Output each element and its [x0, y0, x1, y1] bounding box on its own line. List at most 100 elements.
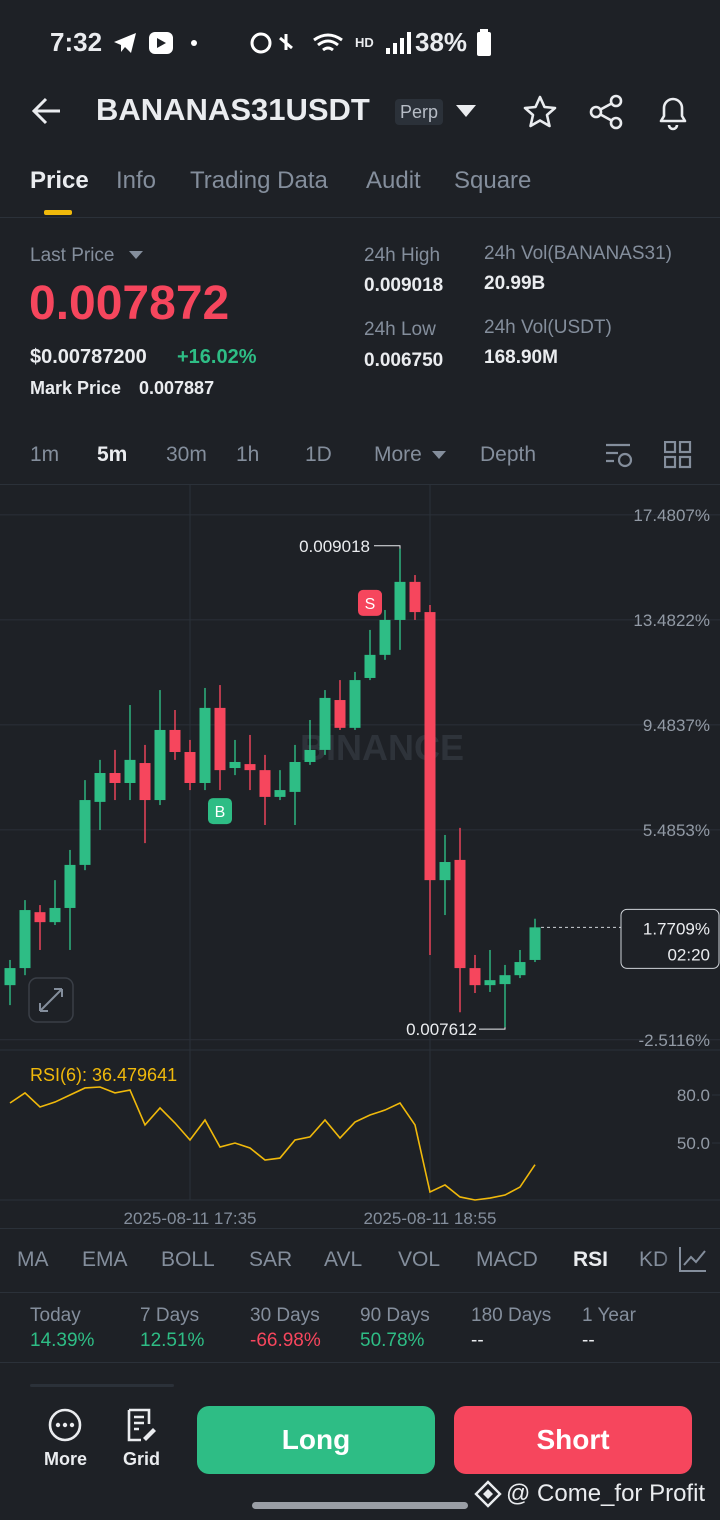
candle-body	[139, 763, 151, 801]
favorite-button[interactable]	[522, 94, 558, 130]
long-button[interactable]: Long	[197, 1406, 435, 1474]
candle-body	[529, 927, 541, 960]
performance-period: 1 Year	[582, 1305, 636, 1326]
interval[interactable]: 1D	[305, 443, 332, 466]
candle-body	[484, 980, 496, 986]
symbol-dropdown[interactable]	[455, 104, 477, 118]
status-battery: 38%	[415, 27, 468, 57]
candle-body	[424, 612, 436, 881]
indicator[interactable]: MA	[17, 1248, 49, 1271]
candle-body	[394, 581, 406, 620]
indicator[interactable]: EMA	[82, 1248, 128, 1271]
interval[interactable]: 1h	[236, 443, 260, 466]
last-price-label[interactable]: Last Price	[30, 245, 115, 266]
grid-label[interactable]: Grid	[123, 1449, 161, 1469]
candle-body	[154, 729, 166, 801]
candle-body	[169, 729, 181, 753]
performance-change: --	[471, 1330, 484, 1351]
performance-period: 90 Days	[360, 1305, 430, 1326]
candle-body	[244, 764, 256, 771]
short-button[interactable]: Short	[454, 1406, 692, 1474]
candle-body	[319, 697, 331, 750]
indicator[interactable]: BOLL	[161, 1248, 215, 1271]
candle-body	[229, 761, 241, 769]
y-tick-label: 80.0	[677, 1086, 710, 1105]
more-icon[interactable]	[48, 1408, 82, 1442]
mark-price-label: Mark Price	[30, 378, 122, 398]
alert-button[interactable]	[655, 93, 691, 131]
indicator[interactable]: MACD	[476, 1248, 538, 1271]
performance-change: -66.98%	[250, 1330, 321, 1351]
stat-label: 24h Vol(BANANAS31)	[484, 243, 672, 264]
candle-body	[334, 700, 346, 728]
current-price-box	[620, 908, 720, 969]
tab-active[interactable]: Price	[30, 167, 89, 194]
chart-settings[interactable]	[604, 440, 634, 470]
y-tick-label: 17.4807%	[633, 506, 710, 525]
stat-value: 0.006750	[364, 350, 444, 371]
candle-body	[19, 910, 31, 969]
candle-body	[34, 912, 46, 923]
depth-tab[interactable]: Depth	[480, 443, 537, 466]
low-pointer	[479, 1027, 506, 1030]
divider	[0, 1292, 720, 1293]
stat-value: 0.009018	[364, 275, 444, 296]
candle-body	[439, 862, 451, 881]
candle-body	[499, 975, 511, 985]
candle-body	[64, 864, 76, 908]
candle-body	[379, 619, 391, 655]
candle-body	[364, 654, 376, 678]
watermark: @ Come_for Profit	[506, 1480, 706, 1507]
stat-value: 168.90M	[484, 347, 558, 368]
more-label[interactable]: More	[44, 1449, 88, 1469]
tab[interactable]: Audit	[366, 167, 421, 194]
status-time: 7:32	[50, 27, 103, 57]
y-tick-label: 5.4853%	[643, 821, 710, 840]
candle-body	[4, 968, 16, 986]
interval-more[interactable]: More	[374, 443, 422, 466]
battery-icon	[477, 29, 491, 56]
divider	[0, 1362, 720, 1363]
high-pointer	[374, 545, 401, 549]
tab[interactable]: Info	[116, 167, 157, 194]
performance-change: --	[582, 1330, 595, 1351]
more-dropdown[interactable]	[431, 450, 447, 460]
candle-body	[109, 773, 121, 783]
back-button[interactable]	[30, 95, 66, 127]
low-label: 0.007612	[406, 1020, 477, 1039]
price-change: +16.02%	[177, 346, 257, 368]
layout-button[interactable]	[664, 441, 692, 469]
performance-change: 12.51%	[140, 1330, 205, 1351]
performance-period: 180 Days	[471, 1305, 552, 1326]
countdown: 02:20	[667, 945, 710, 964]
tab[interactable]: Trading Data	[190, 167, 328, 194]
indicator-settings[interactable]	[678, 1245, 708, 1273]
current-price-label: 1.7709%	[643, 919, 710, 938]
fullscreen-button[interactable]	[28, 977, 74, 1023]
interval[interactable]: 1m	[30, 443, 60, 466]
status-icons-right	[250, 32, 343, 54]
interval-active[interactable]: 5m	[97, 443, 128, 466]
last-price-dropdown[interactable]	[128, 250, 144, 260]
tab[interactable]: Square	[454, 167, 532, 194]
usd-price: $0.00787200	[30, 346, 147, 368]
indicator[interactable]: VOL	[398, 1248, 441, 1271]
share-button[interactable]	[588, 94, 626, 130]
grid-icon[interactable]	[125, 1408, 157, 1442]
rsi-title: RSI(6): 36.479641	[30, 1065, 177, 1085]
indicator-active[interactable]: RSI	[573, 1248, 609, 1271]
candle-body	[94, 773, 106, 802]
candle-body	[274, 790, 286, 797]
candle-body	[289, 761, 301, 792]
indicator[interactable]: KD	[639, 1248, 669, 1271]
price-chart: 2025-08-11 17:35 2025-08-11 18:55 17.4807%…	[0, 485, 720, 1228]
scroll-hint	[30, 1384, 174, 1387]
interval[interactable]: 30m	[166, 443, 207, 466]
performance-period: 30 Days	[250, 1305, 320, 1326]
indicator[interactable]: AVL	[324, 1248, 363, 1271]
last-price: 0.007872	[29, 277, 230, 330]
buy-marker	[208, 798, 232, 825]
symbol[interactable]: BANANAS31USDT	[96, 92, 370, 127]
indicator[interactable]: SAR	[249, 1248, 293, 1271]
